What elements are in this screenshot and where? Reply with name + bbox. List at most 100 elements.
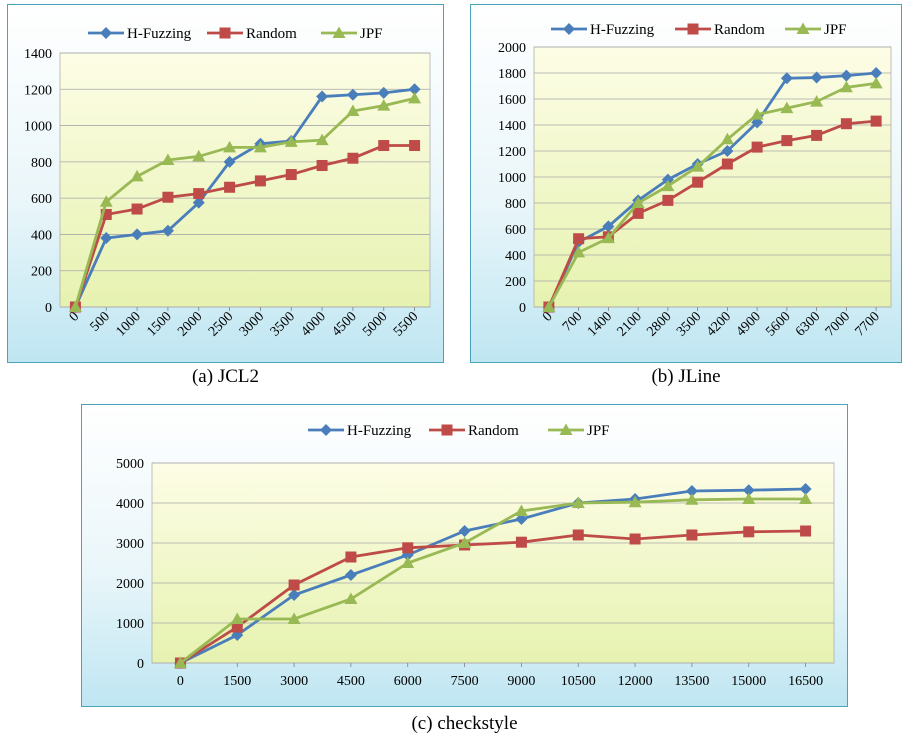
- chart-panel-jcl2: 0 200 400 600 800 1000 1200 1400 0 500 1000 1500 200…: [7, 4, 444, 363]
- data-point-random: [316, 159, 328, 171]
- data-point-h-fuzzing: [780, 72, 793, 85]
- legend-marker-jpf: [559, 423, 573, 435]
- x-tick-label: 4500: [329, 309, 359, 339]
- data-point-random: [781, 135, 793, 147]
- legend-marker-jpf: [796, 22, 810, 34]
- x-tick-label: 0: [177, 674, 184, 689]
- x-tick-label: 2800: [644, 309, 674, 339]
- data-point-h-fuzzing: [288, 589, 301, 601]
- data-point-random: [288, 579, 300, 591]
- y-tick-label: 1000: [116, 617, 144, 632]
- x-tick-label: 1400: [585, 309, 615, 339]
- data-point-jpf: [631, 196, 645, 208]
- data-point-jpf: [542, 300, 556, 312]
- data-point-h-fuzzing: [316, 90, 329, 103]
- x-tick-label: 5600: [763, 309, 793, 339]
- legend-marker-random: [441, 424, 453, 436]
- data-point-h-fuzzing: [870, 67, 883, 79]
- data-point-jpf: [230, 612, 244, 624]
- legend-label-random: Random: [468, 423, 519, 439]
- data-point-random: [686, 529, 698, 541]
- legend-label-random: Random: [246, 26, 297, 42]
- data-point-jpf: [401, 556, 415, 568]
- chart-panel-checkstyle: 0 1000 2000 3000 4000 5000 0 1500 3000 4500 6000 75…: [81, 404, 848, 707]
- data-point-jpf: [173, 656, 187, 668]
- data-point-jpf: [742, 492, 756, 504]
- data-point-jpf: [799, 492, 813, 504]
- data-point-random: [573, 233, 585, 245]
- data-point-random: [193, 188, 205, 200]
- data-point-jpf: [346, 104, 360, 117]
- x-tick-label: 1500: [223, 674, 251, 689]
- data-point-random: [572, 529, 584, 541]
- data-point-h-fuzzing: [161, 224, 174, 237]
- y-tick-label: 2000: [498, 41, 526, 56]
- data-point-random: [254, 175, 266, 187]
- y-tick-label: 1200: [498, 145, 526, 160]
- data-point-jpf: [691, 160, 705, 172]
- data-point-jpf: [601, 231, 615, 244]
- data-point-random: [285, 169, 297, 181]
- data-point-random: [378, 140, 390, 152]
- y-tick-label: 200: [31, 265, 52, 280]
- y-tick-label: 4000: [116, 497, 144, 512]
- x-tick-label: 4900: [734, 309, 764, 339]
- data-point-random: [692, 176, 704, 188]
- x-tick-label: 3000: [237, 309, 267, 339]
- y-tick-label: 1200: [24, 83, 52, 98]
- data-point-h-fuzzing: [840, 69, 853, 82]
- data-point-jpf: [408, 91, 422, 104]
- x-tick-label: 2000: [175, 309, 205, 339]
- x-tick-label: 13500: [674, 674, 709, 689]
- data-point-jpf: [223, 140, 237, 153]
- caption-jline: (b) JLine: [651, 366, 721, 387]
- data-point-random: [632, 207, 644, 219]
- data-point-random: [224, 181, 236, 193]
- data-point-jpf: [377, 99, 391, 111]
- y-tick-label: 600: [31, 192, 52, 207]
- y-tick-label: 400: [505, 249, 526, 264]
- x-tick-label: 7000: [823, 309, 853, 339]
- x-tick-label: 1500: [144, 309, 174, 339]
- data-point-random: [131, 203, 143, 215]
- x-tick-label: 4200: [704, 309, 734, 339]
- data-point-random: [662, 194, 674, 206]
- data-point-h-fuzzing: [799, 483, 812, 495]
- data-point-random: [743, 526, 755, 538]
- x-tick-label: 7700: [853, 309, 883, 339]
- data-point-jpf: [253, 140, 267, 153]
- legend-marker-h-fuzzing: [563, 23, 575, 35]
- data-point-jpf: [572, 245, 586, 258]
- data-point-h-fuzzing: [131, 228, 144, 241]
- data-point-random: [870, 115, 882, 127]
- data-point-jpf: [192, 149, 206, 162]
- x-tick-label: 4500: [337, 674, 365, 689]
- y-tick-label: 0: [137, 657, 144, 672]
- x-tick-label: 5000: [360, 309, 390, 339]
- data-point-jpf: [571, 496, 585, 508]
- data-point-random: [840, 118, 852, 130]
- data-point-jpf: [344, 592, 358, 604]
- data-point-random: [231, 621, 243, 633]
- legend-label-jpf: JPF: [824, 22, 847, 38]
- data-point-random: [347, 152, 359, 164]
- legend-label-h-fuzzing: H-Fuzzing: [347, 423, 412, 439]
- legend-label-jpf: JPF: [360, 26, 383, 42]
- x-tick-label: 6000: [394, 674, 422, 689]
- legend-marker-h-fuzzing: [320, 424, 332, 436]
- legend-marker-random: [687, 23, 699, 35]
- data-point-h-fuzzing: [721, 145, 734, 157]
- y-tick-label: 400: [31, 228, 52, 243]
- data-point-h-fuzzing: [344, 569, 357, 581]
- data-point-h-fuzzing: [408, 83, 421, 96]
- data-point-jpf: [315, 133, 329, 146]
- data-point-h-fuzzing: [100, 232, 113, 245]
- data-point-jpf: [458, 536, 472, 548]
- legend-label-jpf: JPF: [587, 423, 610, 439]
- series-line-h-fuzzing: [179, 487, 806, 665]
- data-point-jpf: [750, 108, 764, 120]
- x-tick-label: 9000: [507, 674, 535, 689]
- data-point-random: [100, 208, 112, 220]
- y-tick-label: 800: [505, 197, 526, 212]
